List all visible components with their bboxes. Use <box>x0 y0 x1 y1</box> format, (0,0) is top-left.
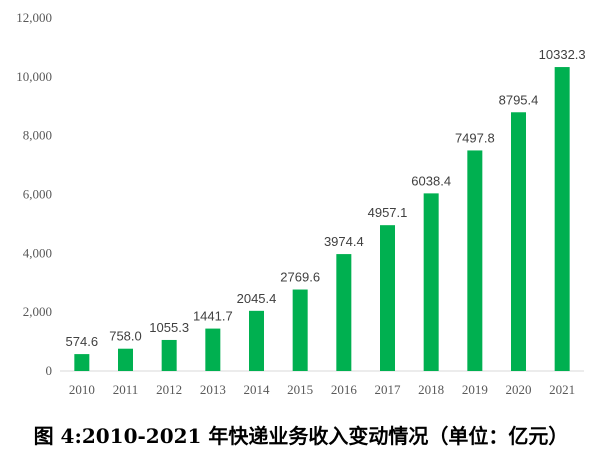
y-tick-label: 6,000 <box>23 187 52 202</box>
bar-2018 <box>423 193 439 371</box>
value-label-2015: 2769.6 <box>280 270 320 285</box>
value-label-2010: 574.6 <box>66 334 99 349</box>
x-tick-label-2010: 2010 <box>69 382 95 397</box>
x-tick-label-2012: 2012 <box>156 382 182 397</box>
value-label-2016: 3974.4 <box>324 234 364 249</box>
bar-2014 <box>249 310 264 371</box>
bar-2016 <box>336 254 352 371</box>
x-tick-label-2011: 2011 <box>113 382 139 397</box>
y-tick-label: 10,000 <box>16 69 52 84</box>
y-tick-label: 2,000 <box>23 304 52 319</box>
value-label-2014: 2045.4 <box>237 291 277 306</box>
x-tick-label-2019: 2019 <box>462 382 488 397</box>
x-tick-label-2015: 2015 <box>287 382 313 397</box>
bars <box>74 67 570 372</box>
bar-2011 <box>118 348 133 371</box>
bar-2021 <box>554 67 570 372</box>
bar-2013 <box>205 328 221 371</box>
value-label-2012: 1055.3 <box>149 320 189 335</box>
x-tick-label-2017: 2017 <box>375 382 402 397</box>
bar-2012 <box>161 339 177 371</box>
value-label-2019: 7497.8 <box>455 130 495 145</box>
value-label-2018: 6038.4 <box>411 173 451 188</box>
x-axis-ticks: 2010 2011 2012 2013 2014 2015 2016 2017 2018 2019… <box>69 382 575 397</box>
bar-2017 <box>380 225 395 371</box>
value-label-2011: 758.0 <box>109 329 142 344</box>
y-axis-ticks: 0 2,000 4,000 6,000 8,000 10,000 12,000 <box>16 10 52 378</box>
bar-2020 <box>511 112 526 371</box>
y-tick-label: 4,000 <box>23 245 52 260</box>
y-tick-label: 8,000 <box>23 128 52 143</box>
x-tick-label-2018: 2018 <box>418 382 444 397</box>
y-tick-label: 0 <box>46 363 53 378</box>
value-label-2013: 1441.7 <box>193 309 233 324</box>
figure-caption: 图 4:2010-2021 年快递业务收入变动情况（单位：亿元） <box>33 424 569 448</box>
x-tick-label-2013: 2013 <box>200 382 226 397</box>
value-label-2017: 4957.1 <box>368 205 408 220</box>
x-tick-label-2014: 2014 <box>244 382 271 397</box>
x-tick-label-2016: 2016 <box>331 382 358 397</box>
bar-2010 <box>74 354 90 371</box>
bar-chart: 0 2,000 4,000 6,000 8,000 10,000 12,000 574.6 7… <box>16 10 586 397</box>
x-tick-label-2021: 2021 <box>549 382 575 397</box>
value-label-2020: 8795.4 <box>499 92 539 107</box>
bar-2019 <box>467 150 483 371</box>
value-label-2021: 10332.3 <box>539 47 586 62</box>
x-tick-label-2020: 2020 <box>506 382 532 397</box>
y-tick-label: 12,000 <box>16 10 52 25</box>
bar-2015 <box>292 289 308 371</box>
